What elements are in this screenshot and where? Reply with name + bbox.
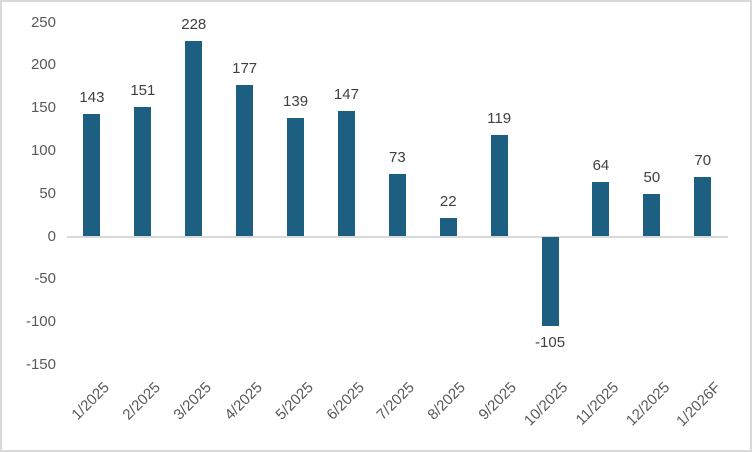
bar-7/2025 (388, 174, 406, 237)
x-axis-label-1/2025: 1/2025 (68, 379, 113, 424)
bar-5/2025 (287, 117, 305, 237)
data-label-5/2025: 139 (283, 92, 309, 110)
x-axis-label-3/2025: 3/2025 (170, 379, 215, 424)
y-axis-tick-label: 150 (30, 99, 56, 117)
x-axis-label-8/2025: 8/2025 (424, 379, 470, 424)
y-axis-tick-label: 50 (39, 184, 56, 202)
bar-1/2025 (83, 114, 101, 237)
y-axis-tick-label: -100 (25, 313, 56, 331)
data-label-7/2025: 73 (389, 149, 406, 167)
data-label-2/2025: 151 (130, 82, 156, 100)
y-axis-tick-label: -50 (34, 270, 56, 288)
bar-3/2025 (185, 41, 203, 237)
bar-12/2025 (643, 193, 661, 237)
data-label-6/2025: 147 (333, 85, 359, 103)
x-axis-label-10/2025: 10/2025 (520, 379, 572, 430)
data-label-1/2025: 143 (79, 89, 105, 107)
bar-2/2025 (134, 107, 152, 237)
bar-1/2026F (694, 176, 712, 237)
data-label-9/2025: 119 (487, 109, 512, 127)
y-axis-tick-label: -150 (25, 355, 56, 373)
x-axis-label-4/2025: 4/2025 (221, 379, 266, 424)
data-label-4/2025: 177 (232, 60, 258, 78)
bar-6/2025 (337, 110, 355, 237)
bar-11/2025 (592, 181, 610, 237)
x-axis-label-6/2025: 6/2025 (323, 379, 368, 424)
x-axis-label-7/2025: 7/2025 (373, 379, 419, 424)
x-axis-label-1/2026F: 1/2026F (672, 379, 724, 430)
y-axis-tick-label: 0 (47, 227, 56, 245)
x-axis-label-9/2025: 9/2025 (475, 379, 521, 424)
x-axis-label-11/2025: 11/2025 (572, 379, 622, 429)
y-axis-tick-label: 200 (30, 56, 56, 74)
data-label-11/2025: 64 (592, 156, 610, 174)
data-label-12/2025: 50 (643, 168, 661, 186)
bar-9/2025 (490, 134, 508, 237)
data-label-10/2025: -105 (535, 334, 566, 352)
bar-4/2025 (236, 85, 254, 237)
x-axis-label-12/2025: 12/2025 (622, 379, 673, 430)
bar-8/2025 (439, 217, 457, 237)
data-label-3/2025: 228 (181, 16, 207, 34)
y-axis-tick-label: 100 (30, 141, 56, 159)
x-axis-label-5/2025: 5/2025 (272, 379, 317, 424)
x-axis-label-2/2025: 2/2025 (119, 379, 164, 424)
bar-10/2025 (541, 236, 559, 327)
data-label-8/2025: 22 (439, 192, 457, 210)
data-label-1/2026F: 70 (694, 151, 712, 169)
zero-axis-line (66, 235, 729, 238)
y-axis-tick-label: 250 (30, 13, 56, 31)
